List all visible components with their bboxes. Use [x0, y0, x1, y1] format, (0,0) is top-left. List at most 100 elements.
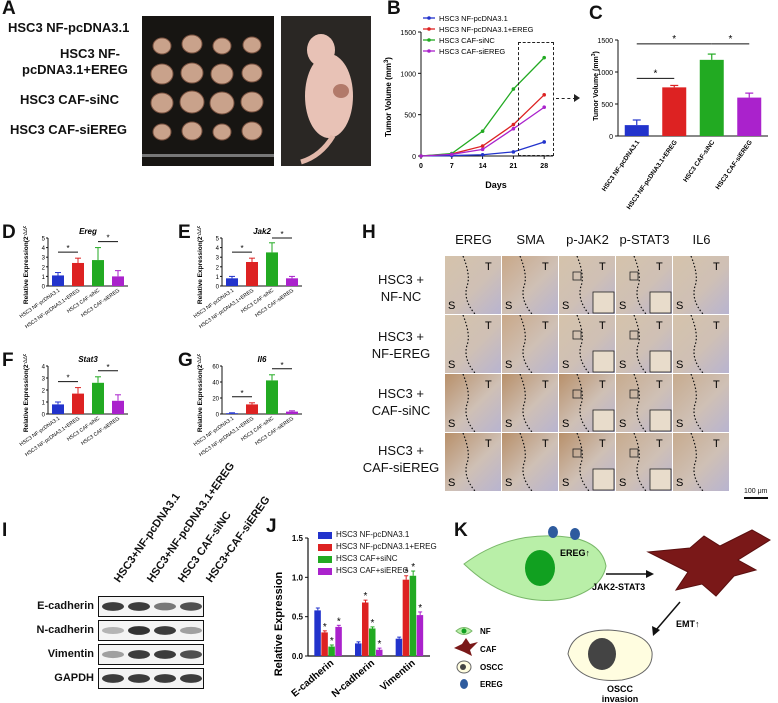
tumor-stroma-boundary — [519, 256, 533, 314]
ihc-row-label: NF-NC — [380, 289, 422, 304]
ihc-inset-source-box — [572, 271, 582, 281]
stroma-region-label: S — [676, 418, 683, 430]
tumor-region-label: T — [656, 261, 663, 273]
chart-j-legend-label: HSC3 CAF+siNC — [336, 554, 398, 563]
tumor-region-label: T — [542, 320, 549, 332]
panel-label-e: E — [178, 222, 191, 243]
chart-b-legend-marker — [427, 16, 431, 20]
legend-caf-label: CAF — [480, 645, 497, 654]
chart-j-legend-label: HSC3 NF-pcDNA3.1+EREG — [336, 542, 437, 551]
tumor-region-label: T — [656, 320, 663, 332]
ihc-inset-source-box — [629, 271, 639, 281]
nf-nucleus — [525, 550, 555, 586]
chart-b-ytick-label: 0 — [412, 154, 416, 161]
stroma-region-label: S — [505, 418, 512, 430]
tumor-stroma-boundary — [576, 433, 590, 491]
ihc-inset — [649, 409, 672, 432]
ihc-row-label: CAF-siEREG — [362, 460, 440, 475]
blot-band — [180, 626, 202, 635]
stroma-region-label: S — [619, 418, 626, 430]
tumor-region-label: T — [542, 438, 549, 450]
chart-j-bar — [335, 626, 342, 656]
tumor-region-label: T — [599, 379, 606, 391]
ihc-inset — [649, 291, 672, 314]
ihc-inset-source-box — [572, 448, 582, 458]
tumor-stroma-boundary — [690, 433, 704, 491]
ihc-column-header: p-JAK2 — [566, 232, 609, 247]
chart-b-data-point — [450, 152, 454, 157]
stroma-region-label: S — [448, 300, 455, 312]
chart-j-significance-star: * — [404, 567, 408, 578]
tumor-stroma-boundary — [690, 315, 704, 373]
tumor-region-label: T — [656, 379, 663, 391]
blot-band — [128, 674, 150, 683]
panel-label-d: D — [2, 222, 16, 243]
ihc-row-label: HSC3 + — [378, 386, 424, 401]
panel-label-i: I — [2, 520, 8, 541]
tumor-stroma-boundary — [576, 256, 590, 314]
tumor-stroma-boundary — [462, 374, 476, 432]
stroma-region-label: S — [676, 477, 683, 489]
chart-c-category-label: HSC3 NF-pcDNA3.1 — [601, 139, 642, 193]
chart-f-significance-star: * — [106, 363, 109, 372]
chart-f-significance-star: * — [66, 374, 69, 383]
chart-j-bar — [376, 649, 383, 656]
panel-label-a: A — [2, 0, 16, 19]
chart-b-data-point — [419, 154, 423, 158]
tumor-region-label: T — [542, 261, 549, 273]
chart-b-data-point — [511, 150, 516, 154]
tumor-stroma-boundary — [576, 374, 590, 432]
chart-j-bar — [355, 643, 362, 656]
stroma-region-label: S — [619, 477, 626, 489]
scale-bar-label: 100 μm — [744, 488, 768, 495]
blot-band — [128, 650, 150, 659]
chart-e-ylabel: Relative Expression(2-△△CT) — [196, 226, 205, 304]
tumor-region-label: T — [485, 438, 492, 450]
chart-j-category-label: E-cadherin — [290, 658, 337, 700]
chart-j-legend-swatch — [318, 544, 332, 551]
chart-g-bar — [246, 404, 258, 414]
chart-j-bar — [369, 628, 376, 656]
chart-e-bar — [226, 278, 238, 286]
ihc-row-label: HSC3 + — [378, 443, 424, 458]
ihc-row-label: HSC3 + — [378, 272, 424, 287]
oscc-invasion-line1: OSCC — [607, 684, 634, 694]
chart-j-legend-swatch — [318, 556, 332, 563]
ihc-inset-source-box — [572, 389, 582, 399]
chart-c-significance-star: * — [672, 34, 676, 45]
chart-d-significance-star: * — [66, 244, 69, 253]
chart-f-ytick-label: 0 — [42, 413, 46, 419]
tumor-region-label: T — [599, 261, 606, 273]
chart-j-legend-swatch — [318, 568, 332, 575]
chart-j-significance-star: * — [330, 636, 334, 647]
chart-j-ytick-label: 1.5 — [292, 534, 304, 543]
tumor-stroma-boundary — [690, 374, 704, 432]
legend-oscc-label: OSCC — [480, 663, 503, 672]
chart-g-title: Il6 — [258, 355, 267, 364]
chart-e-bar — [246, 262, 258, 286]
chart-j-ylabel: Relative Expression — [273, 571, 285, 676]
chart-f-bar — [52, 404, 64, 414]
blot-protein-label: GAPDH — [54, 672, 94, 684]
tumor-stroma-boundary — [519, 315, 533, 373]
jak2-stat3-label: JAK2-STAT3 — [592, 582, 645, 592]
chart-b-ylabel: Tumor Volume (mm3) — [384, 57, 393, 137]
stroma-region-label: S — [676, 300, 683, 312]
chart-e-bar — [286, 278, 298, 286]
chart-b-data-point — [542, 93, 546, 97]
chart-g-bar — [266, 380, 278, 414]
chart-e-significance-star: * — [240, 244, 243, 253]
blot-strip — [98, 644, 204, 665]
chart-d-ylabel: Relative Expression(2-△△CT) — [22, 226, 31, 304]
chart-c-bar — [737, 97, 762, 136]
chart-b-xtick-label: 21 — [510, 163, 518, 170]
chart-c-ytick-label: 500 — [601, 102, 613, 109]
blot-band — [102, 650, 124, 659]
